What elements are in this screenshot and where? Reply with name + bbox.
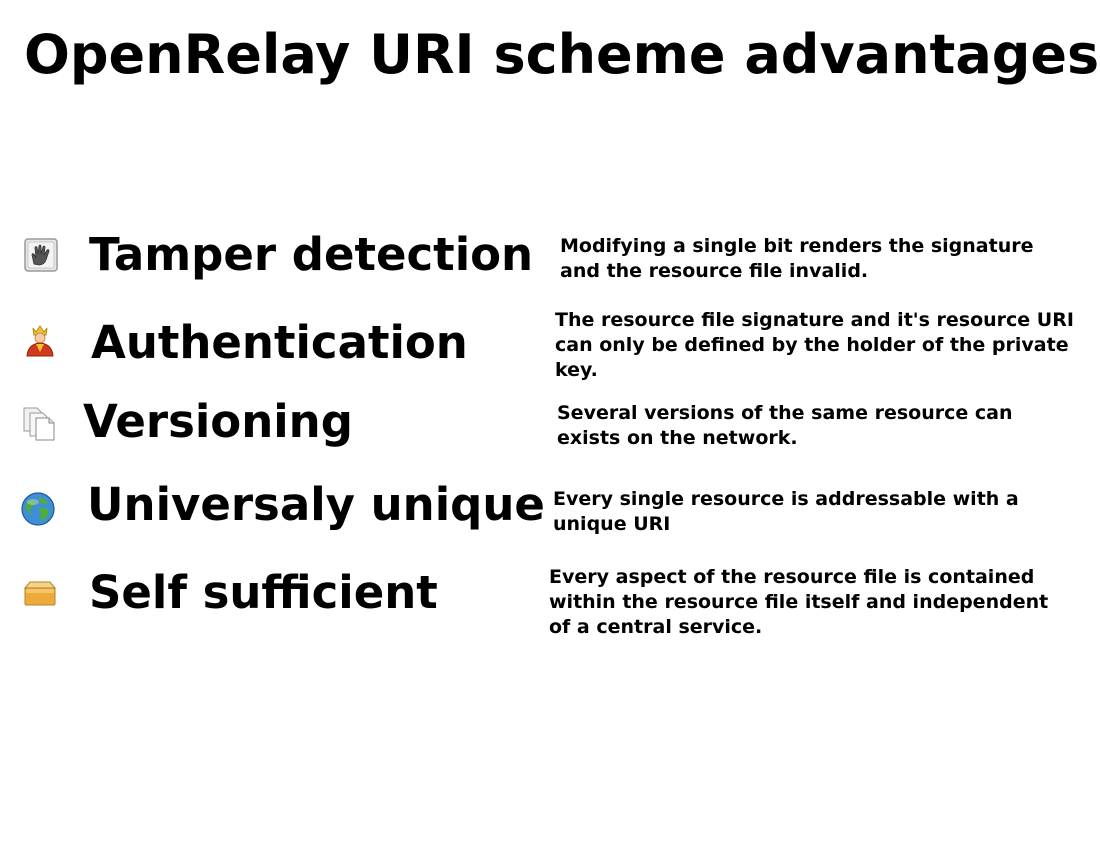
package-icon [22,575,58,611]
hand-icon [23,237,59,273]
feature-label-universaly-unique: Universaly unique [87,478,545,531]
feature-label-self-sufficient: Self sufficient [89,566,438,619]
feature-label-versioning: Versioning [83,395,353,448]
feature-label-tamper-detection: Tamper detection [89,228,534,281]
feature-description-versioning: Several versions of the same resource ca… [557,402,1013,449]
globe-icon [20,491,56,527]
page-title: OpenRelay URI scheme advantages [24,23,1100,86]
feature-label-authentication: Authentication [91,316,468,369]
king-icon [22,322,58,358]
feature-description-authentication: The resource file signature and it's res… [555,309,1074,381]
feature-description-universaly-unique: Every single resource is addressable wit… [553,488,1019,535]
feature-description-tamper-detection: Modifying a single bit renders the signa… [560,235,1034,282]
feature-description-self-sufficient: Every aspect of the resource file is con… [549,566,1049,638]
documents-icon [21,405,57,441]
